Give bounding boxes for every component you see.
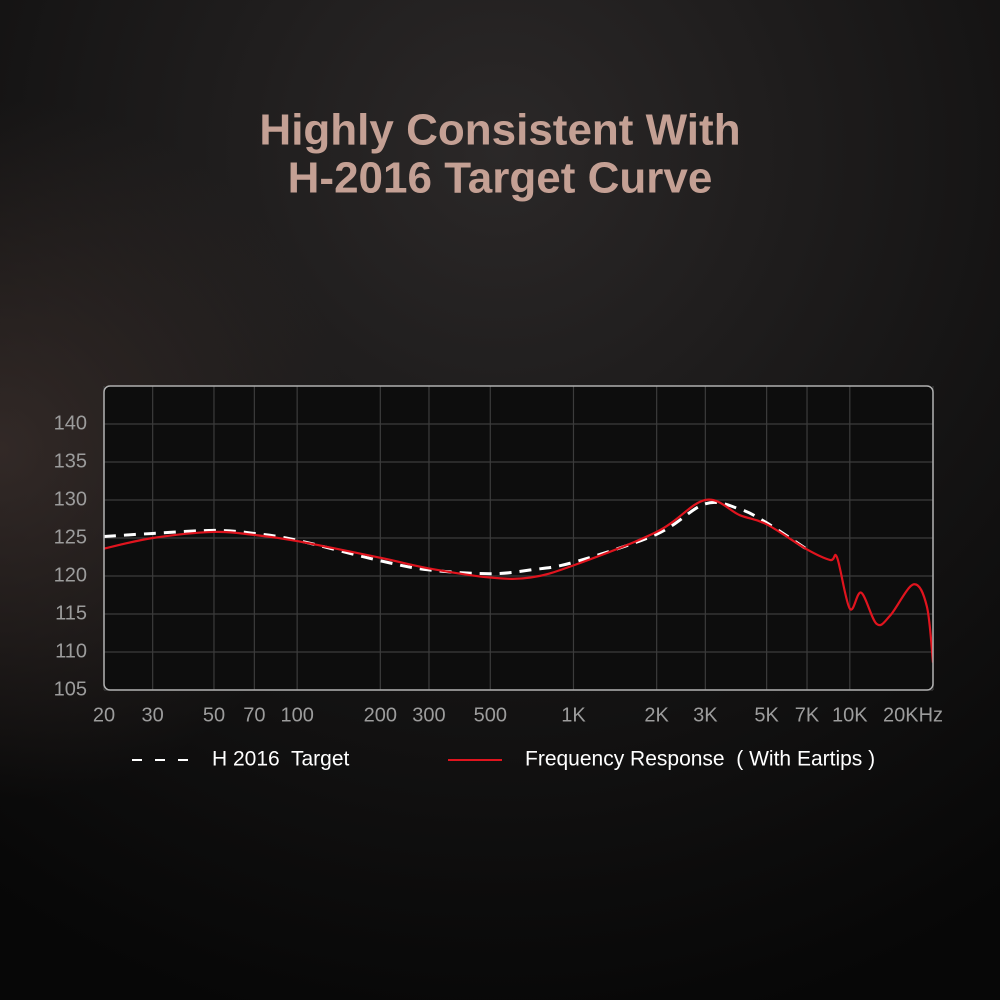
x-tick-label: 70 (243, 704, 265, 726)
series-line (104, 498, 933, 663)
y-tick-label: 120 (54, 564, 87, 586)
y-tick-label: 115 (55, 602, 87, 624)
y-tick-label: 130 (54, 488, 87, 510)
x-tick-label: 7K (795, 704, 820, 726)
x-tick-label: 30 (142, 704, 164, 726)
x-tick-label: 5K (754, 704, 779, 726)
x-tick-label: 20 (93, 704, 115, 726)
x-tick-label: 20KHz (883, 704, 943, 726)
y-tick-label: 105 (54, 678, 87, 700)
x-tick-label: 3K (693, 704, 718, 726)
x-tick-label: 50 (203, 704, 225, 726)
y-tick-label: 110 (55, 640, 87, 662)
x-tick-label: 100 (280, 704, 313, 726)
plot-border (103, 385, 934, 691)
y-tick-label: 135 (54, 450, 87, 472)
y-tick-label: 125 (54, 526, 87, 548)
x-tick-label: 1K (561, 704, 586, 726)
lines (104, 500, 933, 664)
chart-title: H-2016 Target Curve (288, 154, 713, 203)
legend-label: H 2016 Target (212, 748, 350, 771)
y-tick-label: 140 (54, 412, 87, 434)
x-tick-label: 200 (364, 704, 397, 726)
labels: 105 110 115 120 125 130 135 140 20 30 50 70 100 200 30… (54, 412, 943, 770)
grid (103, 386, 934, 691)
x-tick-label: 10K (832, 704, 868, 726)
x-tick-label: 2K (644, 704, 669, 726)
x-tick-label: 500 (474, 704, 507, 726)
x-tick-label: 300 (412, 704, 445, 726)
chart-title: Highly Consistent With (259, 106, 740, 155)
legend-label: Frequency Response ( With Eartips ) (525, 748, 875, 771)
